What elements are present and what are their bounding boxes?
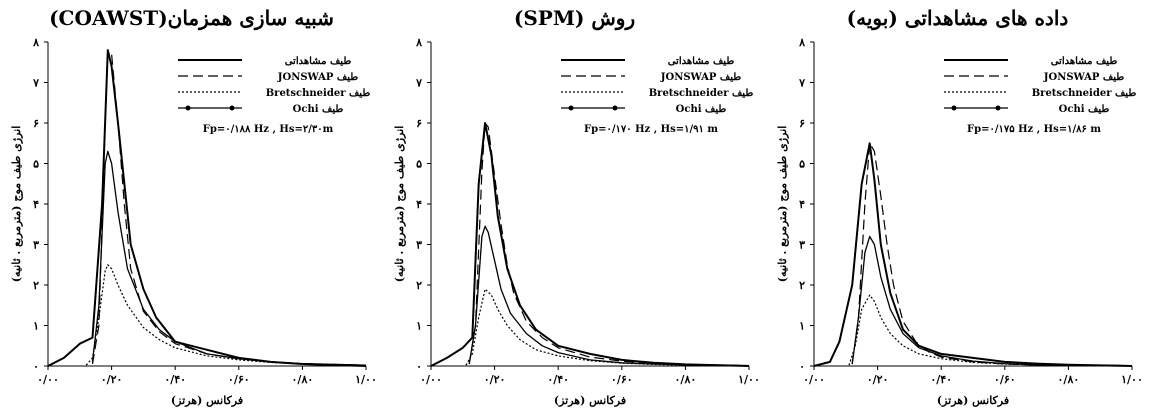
x-tick-label: ۰/۰۰ xyxy=(37,373,59,386)
x-tick-label: ۰/۸۰ xyxy=(292,373,314,386)
y-tick-label: ۳ xyxy=(416,239,422,252)
y-tick-label: ۳ xyxy=(33,239,39,252)
y-tick-label: ۵ xyxy=(416,158,422,171)
y-tick-label: ۲ xyxy=(416,279,422,292)
x-tick-label: ۰/۴۰ xyxy=(164,373,186,386)
legend-label: طیف Bretschneider xyxy=(649,88,754,99)
x-tick-label: ۰/۴۰ xyxy=(547,373,569,386)
legend-label: طیف JONSWAP xyxy=(277,72,359,83)
series-line-3 xyxy=(91,150,367,366)
legend-marker xyxy=(229,105,235,111)
y-tick-label: ۱ xyxy=(416,320,422,333)
x-tick-label: ۰/۰۰ xyxy=(803,373,825,386)
series-line-2 xyxy=(85,264,367,366)
chart-panel-buoy: داده های مشاهداتی (بویه) ۰/۰۰ ۰/۲۰ ۰/۴۰ ۰/۶… xyxy=(766,0,1149,412)
chart-svg: ۰/۰۰ ۰/۲۰ ۰/۴۰ ۰/۶۰ ۰/۸۰ ۱/۰۰ ۰ ۱ ۲ ۳ ۴ ۵ ۶ ۷ ۸ فرکانس … xyxy=(393,36,760,407)
y-tick-label: ۶ xyxy=(799,117,805,130)
y-tick-label: ۲ xyxy=(799,279,805,292)
chart-title: روش (SPM) xyxy=(513,6,636,30)
x-tick-label: ۰/۸۰ xyxy=(675,373,697,386)
y-tick-label: ۶ xyxy=(416,117,422,130)
y-tick-label: ۲ xyxy=(33,279,39,292)
y-tick-label: ۴ xyxy=(799,198,805,211)
legend-label: طیف Ochi xyxy=(293,104,344,115)
y-tick-label: ۸ xyxy=(32,36,39,49)
y-tick-label: ۰ xyxy=(799,360,805,373)
x-tick-label: ۰/۸۰ xyxy=(1058,373,1080,386)
y-tick-label: ۵ xyxy=(33,158,39,171)
series-line-2 xyxy=(465,288,750,367)
legend-label: طیف Bretschneider xyxy=(266,88,371,99)
x-tick-label: ۰/۴۰ xyxy=(930,373,952,386)
chart-title: داده های مشاهداتی (بویه) xyxy=(846,6,1069,30)
y-tick-label: ۵ xyxy=(799,158,805,171)
annotation-fp-hs: Fp=۰/۱۷۵ Hz , Hs=۱/۸۶ m xyxy=(967,124,1101,135)
y-axis-label: انرژی طیف موج (مترمربع . ثانیه) xyxy=(10,126,23,282)
series-line-1 xyxy=(851,142,1133,367)
legend-marker xyxy=(568,105,574,111)
y-tick-label: ۰ xyxy=(33,360,39,373)
x-tick-label: ۱/۰۰ xyxy=(1121,373,1143,386)
legend-marker xyxy=(185,105,191,111)
series-line-0 xyxy=(813,142,1133,367)
chart-title: شبیه سازی همزمان(COAWST) xyxy=(49,6,334,30)
legend-label: طیف Bretschneider xyxy=(1032,88,1137,99)
y-tick-label: ۷ xyxy=(798,77,805,90)
x-tick-label: ۰/۲۰ xyxy=(484,373,506,386)
y-tick-label: ۳ xyxy=(799,239,805,252)
series-line-2 xyxy=(848,294,1133,367)
annotation-fp-hs: Fp=۰/۱۸۸ Hz , Hs=۲/۳۰m xyxy=(203,124,334,135)
y-tick-label: ۴ xyxy=(33,198,39,211)
x-tick-label: ۰/۰۰ xyxy=(420,373,442,386)
x-tick-label: ۰/۲۰ xyxy=(867,373,889,386)
legend-label: طیف Ochi xyxy=(676,104,727,115)
x-axis-label: فرکانس (هرتز) xyxy=(554,394,626,407)
x-axis-label: فرکانس (هرتز) xyxy=(171,394,243,407)
y-tick-label: ۷ xyxy=(32,77,39,90)
y-tick-label: ۸ xyxy=(798,36,805,49)
x-tick-label: ۱/۰۰ xyxy=(738,373,760,386)
x-tick-label: ۰/۲۰ xyxy=(101,373,123,386)
series-line-3 xyxy=(468,225,750,367)
series-line-3 xyxy=(851,235,1133,367)
x-tick-label: ۰/۶۰ xyxy=(228,373,250,386)
y-tick-label: ۴ xyxy=(416,198,422,211)
chart-svg: ۰/۰۰ ۰/۲۰ ۰/۴۰ ۰/۶۰ ۰/۸۰ ۱/۰۰ ۰ ۱ ۲ ۳ ۴ ۵ ۶ ۷ ۸ فرکانس … xyxy=(10,36,377,407)
annotation-fp-hs: Fp=۰/۱۷۰ Hz , Hs=۱/۹۱ m xyxy=(584,124,718,135)
x-tick-label: ۰/۶۰ xyxy=(994,373,1016,386)
y-tick-label: ۸ xyxy=(415,36,422,49)
chart-panel-spm: روش (SPM) ۰/۰۰ ۰/۲۰ ۰/۴۰ ۰/۶۰ ۰/۸۰ ۱/۰۰ ۰ ۱ ۲ ۳ ۴ ۵… xyxy=(383,0,766,412)
legend-label: طیف JONSWAP xyxy=(1043,72,1125,83)
legend-marker xyxy=(995,105,1001,111)
chart-svg: ۰/۰۰ ۰/۲۰ ۰/۴۰ ۰/۶۰ ۰/۸۰ ۱/۰۰ ۰ ۱ ۲ ۳ ۴ ۵ ۶ ۷ ۸ فرکانس … xyxy=(776,36,1143,407)
y-tick-label: ۰ xyxy=(416,360,422,373)
y-tick-label: ۷ xyxy=(415,77,422,90)
series-line-0 xyxy=(430,122,750,367)
legend-label: طیف Ochi xyxy=(1059,104,1110,115)
x-axis-label: فرکانس (هرتز) xyxy=(937,394,1009,407)
legend-label: طیف مشاهداتی xyxy=(1051,56,1118,67)
y-axis-label: انرژی طیف موج (مترمربع . ثانیه) xyxy=(776,126,789,282)
series-line-1 xyxy=(91,53,367,366)
x-tick-label: ۰/۶۰ xyxy=(611,373,633,386)
legend-marker xyxy=(612,105,618,111)
chart-panel-coawst: شبیه سازی همزمان(COAWST) ۰/۰۰ ۰/۲۰ ۰/۴۰ ۰/۶… xyxy=(0,0,383,412)
y-tick-label: ۱ xyxy=(799,320,805,333)
y-tick-label: ۱ xyxy=(33,320,39,333)
series-line-1 xyxy=(468,122,750,367)
legend-label: طیف مشاهداتی xyxy=(668,56,735,67)
legend-label: طیف مشاهداتی xyxy=(285,56,352,67)
y-tick-label: ۶ xyxy=(33,117,39,130)
legend-label: طیف JONSWAP xyxy=(660,72,742,83)
x-tick-label: ۱/۰۰ xyxy=(355,373,377,386)
legend-marker xyxy=(951,105,957,111)
y-axis-label: انرژی طیف موج (مترمربع . ثانیه) xyxy=(393,126,406,282)
